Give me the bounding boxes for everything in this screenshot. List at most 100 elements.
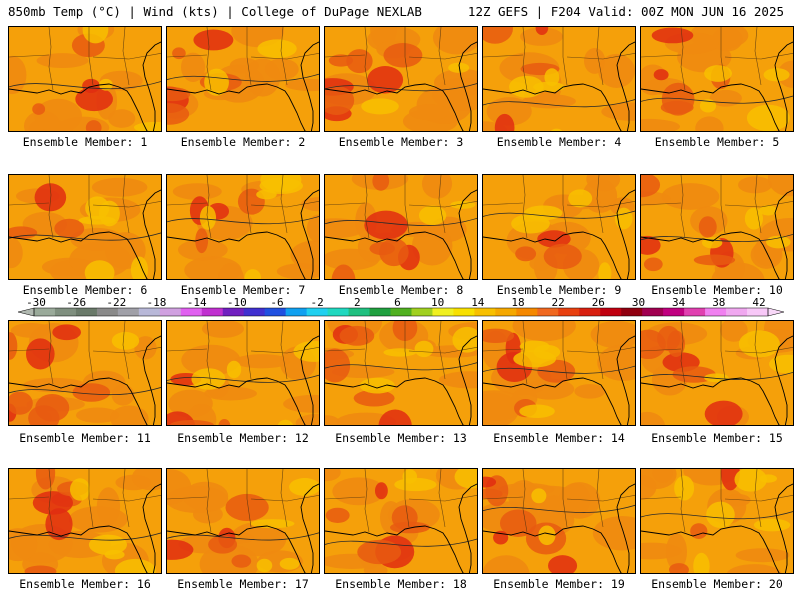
ensemble-member-label: Ensemble Member: 4	[496, 135, 622, 149]
ensemble-member-map	[8, 468, 162, 574]
ensemble-member-map	[482, 174, 636, 280]
ensemble-member-label: Ensemble Member: 19	[493, 577, 625, 591]
colorbar-tick-label: 2	[354, 296, 361, 309]
temperature-field	[325, 321, 477, 425]
temperature-field	[167, 175, 319, 279]
colorbar-swatch	[726, 308, 748, 316]
colorbar-tick-label: 6	[394, 296, 401, 309]
colorbar-swatch	[642, 308, 664, 316]
temperature-colorbar: -30 -26 -22 -18 -14 -10 -6 -2 2 6 10 14 18 22 26 30 34 38…	[17, 296, 785, 317]
colorbar-tick-label: -2	[311, 296, 324, 309]
ensemble-member-map	[166, 174, 320, 280]
ensemble-member-map	[324, 26, 478, 132]
colorbar-tick-label: 34	[672, 296, 686, 309]
model-run-info: 12Z GEFS | F204 Valid: 00Z MON JUN 16 20…	[467, 4, 784, 19]
colorbar-swatch	[537, 308, 559, 316]
colorbar-swatch	[75, 308, 98, 316]
ensemble-member-map	[640, 468, 794, 574]
colorbar-swatch	[558, 308, 580, 316]
ensemble-member-label: Ensemble Member: 9	[496, 283, 622, 297]
temperature-field	[9, 27, 161, 131]
ensemble-member-map	[482, 320, 636, 426]
colorbar-swatch	[348, 308, 371, 316]
colorbar-swatch	[222, 308, 245, 316]
temperature-field	[167, 469, 319, 573]
temperature-field	[483, 321, 635, 425]
colorbar-swatch	[34, 308, 56, 316]
colorbar-swatch	[117, 308, 140, 316]
temperature-field	[641, 321, 793, 425]
colorbar-swatch	[201, 308, 224, 316]
ensemble-member-map	[640, 26, 794, 132]
ensemble-member-label: Ensemble Member: 13	[335, 431, 467, 445]
temperature-field	[325, 469, 477, 573]
colorbar-swatch	[285, 308, 308, 316]
ensemble-member-label: Ensemble Member: 8	[338, 283, 464, 297]
colorbar-tick-label: -6	[270, 296, 283, 309]
colorbar-tick-label: -30	[26, 296, 46, 309]
ensemble-member-label: Ensemble Member: 17	[177, 577, 309, 591]
colorbar-swatch	[390, 308, 412, 316]
colorbar-swatch	[243, 308, 266, 316]
colorbar-tick-label: -22	[106, 296, 126, 309]
colorbar-swatch	[453, 308, 475, 316]
colorbar-tick-label: -18	[147, 296, 167, 309]
ensemble-member-map	[324, 468, 478, 574]
temperature-field	[167, 321, 319, 425]
colorbar-swatch	[684, 308, 706, 316]
colorbar-swatch	[474, 308, 496, 316]
ensemble-member-map	[324, 320, 478, 426]
colorbar-swatch	[411, 308, 433, 316]
colorbar-tick-label: -26	[66, 296, 86, 309]
ensemble-member-map	[8, 320, 162, 426]
colorbar-high-arrow	[767, 307, 785, 317]
colorbar-swatch	[264, 308, 287, 316]
temperature-field	[483, 175, 635, 279]
colorbar-swatch	[663, 308, 685, 316]
colorbar-tick-label: 10	[431, 296, 444, 309]
temperature-field	[9, 469, 161, 573]
ensemble-member-label: Ensemble Member: 2	[180, 135, 306, 149]
temperature-field	[167, 27, 319, 131]
ensemble-member-map	[166, 468, 320, 574]
ensemble-member-label: Ensemble Member: 6	[22, 283, 148, 297]
ensemble-member-label: Ensemble Member: 5	[654, 135, 780, 149]
temperature-field	[641, 175, 793, 279]
temperature-field	[483, 469, 635, 573]
ensemble-member-map	[640, 174, 794, 280]
colorbar-tick-label: 18	[511, 296, 524, 309]
colorbar-swatch	[600, 308, 622, 316]
colorbar-tick-label: 38	[712, 296, 725, 309]
ensemble-member-map	[8, 26, 162, 132]
temperature-field	[483, 27, 635, 131]
colorbar-swatch	[516, 308, 538, 316]
ensemble-member-label: Ensemble Member: 16	[19, 577, 151, 591]
ensemble-member-label: Ensemble Member: 1	[22, 135, 148, 149]
colorbar-swatch	[432, 308, 454, 316]
temperature-field	[325, 175, 477, 279]
ensemble-member-label: Ensemble Member: 12	[177, 431, 309, 445]
ensemble-member-map	[482, 468, 636, 574]
chart-title: 850mb Temp (°C) | Wind (kts) | College o…	[8, 4, 422, 19]
colorbar-swatch	[159, 308, 182, 316]
colorbar-tick-label: -10	[227, 296, 247, 309]
colorbar-swatch	[96, 308, 119, 316]
ensemble-member-map	[640, 320, 794, 426]
ensemble-member-label: Ensemble Member: 18	[335, 577, 467, 591]
temperature-field	[641, 469, 793, 573]
colorbar-swatch	[369, 308, 392, 316]
temperature-field	[641, 27, 793, 131]
ensemble-member-map	[8, 174, 162, 280]
colorbar-swatch	[579, 308, 601, 316]
colorbar-tick-label: -14	[187, 296, 207, 309]
ensemble-member-map	[482, 26, 636, 132]
ensemble-member-label: Ensemble Member: 10	[651, 283, 783, 297]
temperature-field	[9, 321, 161, 425]
ensemble-member-map	[166, 320, 320, 426]
colorbar-swatch	[180, 308, 203, 316]
colorbar-tick-label: 42	[752, 296, 765, 309]
colorbar-swatch	[621, 308, 643, 316]
colorbar-swatch	[705, 308, 727, 316]
colorbar-swatch	[138, 308, 161, 316]
colorbar-swatch	[54, 308, 77, 316]
